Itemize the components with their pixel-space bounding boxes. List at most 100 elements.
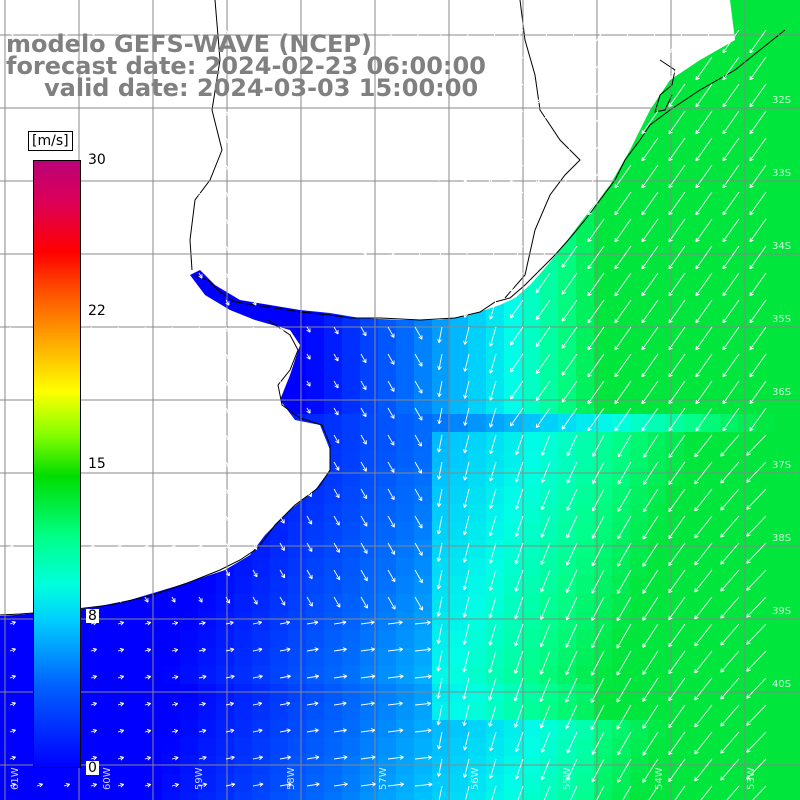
wind-arrow xyxy=(722,245,740,270)
wind-arrow xyxy=(144,596,149,603)
wind-arrow xyxy=(463,164,470,183)
wind-arrow xyxy=(171,218,176,225)
wind-arrow xyxy=(36,83,41,90)
colorbar-tick-22: 22 xyxy=(86,303,108,319)
wind-arrow xyxy=(592,488,605,512)
wind-arrow xyxy=(9,434,14,441)
wind-arrow xyxy=(306,755,320,760)
wind-arrow xyxy=(509,191,524,211)
wind-arrow xyxy=(587,326,605,351)
wind-arrow xyxy=(171,110,176,117)
wind-arrow xyxy=(306,272,311,279)
wind-arrow xyxy=(144,191,149,198)
wind-arrow xyxy=(225,461,230,468)
wind-arrow xyxy=(144,272,149,279)
wind-arrow xyxy=(641,56,659,81)
wind-arrow xyxy=(36,56,41,63)
wind-arrow xyxy=(279,728,291,733)
wind-arrow xyxy=(513,677,524,702)
wind-arrow xyxy=(535,83,551,105)
wind-arrow xyxy=(668,218,686,243)
latitude-label: 35S xyxy=(772,314,792,325)
wind-arrow xyxy=(387,164,395,176)
wind-arrow xyxy=(561,218,578,241)
wind-arrow xyxy=(225,326,230,333)
wind-arrow xyxy=(617,515,632,540)
wind-arrow xyxy=(171,702,179,707)
wind-arrow xyxy=(749,164,767,189)
wind-arrow xyxy=(279,569,286,579)
wind-arrow xyxy=(9,245,14,252)
wind-arrow xyxy=(252,647,263,653)
wind-arrow xyxy=(63,56,68,63)
wind-arrow xyxy=(596,785,605,800)
wind-arrow xyxy=(488,110,497,131)
wind-arrow xyxy=(535,326,551,348)
wind-arrow xyxy=(252,29,257,36)
wind-arrow xyxy=(720,542,740,565)
wind-arrow xyxy=(539,596,551,620)
wind-arrow xyxy=(279,461,285,469)
wind-arrow xyxy=(360,56,367,67)
wind-arrow xyxy=(252,164,257,171)
wind-arrow xyxy=(90,674,98,680)
wind-arrow xyxy=(117,702,125,707)
wind-arrow xyxy=(387,728,404,733)
wind-arrow xyxy=(198,701,206,707)
wind-arrow xyxy=(436,758,443,777)
wind-arrow xyxy=(225,56,230,63)
wind-arrow xyxy=(561,407,578,430)
wind-arrow xyxy=(387,380,395,392)
wind-arrow xyxy=(726,785,740,800)
wind-arrow xyxy=(117,407,122,414)
wind-arrow xyxy=(488,704,497,728)
wind-arrow xyxy=(306,782,320,787)
wind-arrow xyxy=(463,110,470,129)
wind-arrow xyxy=(694,596,713,620)
wind-arrow xyxy=(488,299,497,320)
wind-arrow xyxy=(591,623,605,649)
wind-arrow xyxy=(252,137,257,144)
wind-arrow xyxy=(9,56,14,63)
wind-arrow xyxy=(279,515,285,524)
wind-arrow xyxy=(565,623,578,648)
wind-arrow xyxy=(414,488,423,502)
wind-arrow xyxy=(279,407,284,414)
wind-arrow xyxy=(387,407,395,419)
wind-arrow xyxy=(144,110,149,117)
wind-arrow xyxy=(614,29,632,54)
wind-arrow xyxy=(509,245,524,265)
wind-arrow xyxy=(9,218,14,225)
wind-arrow xyxy=(225,83,230,90)
wind-arrow xyxy=(360,164,367,175)
wind-arrow xyxy=(144,326,149,333)
wind-arrow xyxy=(436,623,443,645)
wind-arrow xyxy=(587,353,605,378)
wind-arrow xyxy=(561,164,578,187)
wind-arrow xyxy=(117,729,125,734)
wind-arrow xyxy=(668,407,686,432)
wind-arrow xyxy=(117,621,125,626)
wind-arrow xyxy=(225,272,230,279)
wind-arrow xyxy=(436,650,443,672)
wind-arrow xyxy=(539,650,551,675)
wind-arrow xyxy=(9,380,14,387)
wind-arrow xyxy=(387,326,395,338)
wind-arrow xyxy=(225,110,230,117)
wind-arrow xyxy=(695,380,713,405)
wind-arrow xyxy=(668,29,686,54)
wind-arrow xyxy=(592,434,605,457)
wind-arrow xyxy=(694,434,713,458)
wind-arrow xyxy=(387,782,405,787)
wind-arrow xyxy=(171,569,176,576)
wind-arrow xyxy=(225,647,235,653)
wind-arrow xyxy=(722,110,740,135)
wind-arrow xyxy=(540,758,551,781)
wind-arrow xyxy=(642,623,659,648)
wind-arrow xyxy=(587,191,605,216)
wind-arrow xyxy=(387,353,395,365)
wind-arrow xyxy=(509,380,524,400)
wind-arrow xyxy=(617,758,632,783)
wind-arrow xyxy=(614,353,632,378)
wind-arrow xyxy=(614,56,632,81)
